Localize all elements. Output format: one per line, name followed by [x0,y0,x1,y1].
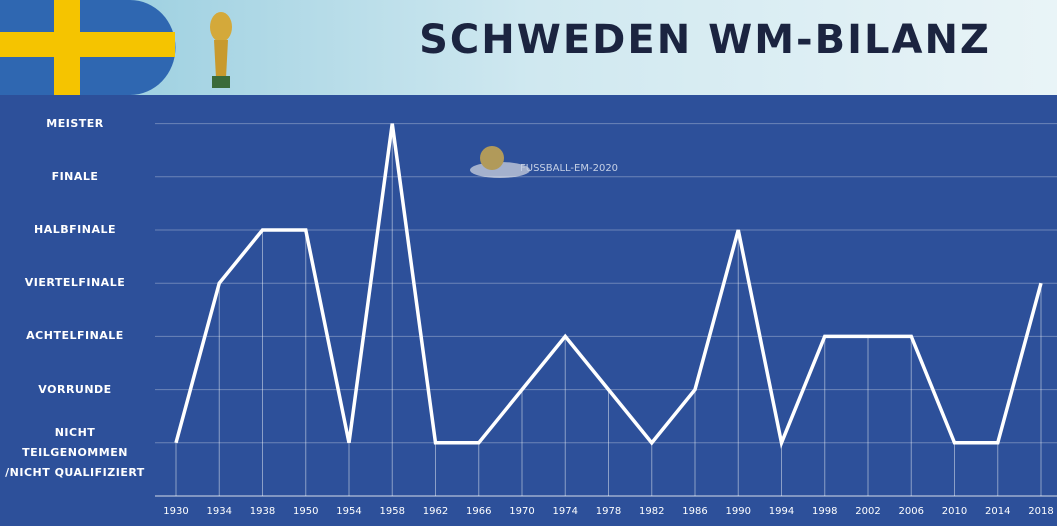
y-tick-label: FINALE [51,169,99,183]
x-tick-label: 1974 [553,506,578,517]
trophy [210,12,232,88]
y-tick-label: ACHTELFINALE [26,329,124,343]
watermark-text: FUSSBALL-EM-2020 [520,163,618,174]
x-tick-label: 1966 [466,506,491,517]
y-tick-label: HALBFINALE [34,223,116,236]
x-tick-label: 1962 [423,506,448,517]
x-tick-label: 2010 [942,506,967,517]
x-tick-label: 1950 [293,506,318,517]
chart-title: SCHWEDEN WM-BILANZ [419,17,991,63]
y-tick-label: VORRUNDE [38,382,112,396]
y-tick-label: VIERTELFINALE [24,276,126,290]
watermark: FUSSBALL-EM-2020 [470,146,618,178]
y-tick-label: NICHT TEILGENOMMEN /NICHT QUALIFIZIERT [5,425,145,479]
x-tick-label: 1930 [163,506,188,517]
x-tick-label: 1934 [207,506,232,517]
x-tick-label: 1958 [380,506,405,517]
x-tick-label: 1994 [769,506,794,517]
x-tick-label: 1938 [250,506,275,517]
x-tick-label: 1954 [336,506,361,517]
x-tick-label: 1986 [682,506,707,517]
line [174,123,1043,449]
x-tick-label: 1990 [726,506,751,517]
x-tick-label: 2006 [899,506,924,517]
x-tick-label: 1998 [812,506,837,517]
x-tick-label: 1978 [596,506,621,517]
x-tick-label: 2014 [985,506,1010,517]
y-tick-label: MEISTER [46,116,104,130]
x-tick-label: 1970 [509,506,534,517]
flag-cross-h [0,32,175,57]
x-tick-label: 2002 [855,506,880,517]
x-tick-label: 2018 [1028,506,1053,517]
header-band [0,0,1057,95]
x-tick-label: 1982 [639,506,664,517]
